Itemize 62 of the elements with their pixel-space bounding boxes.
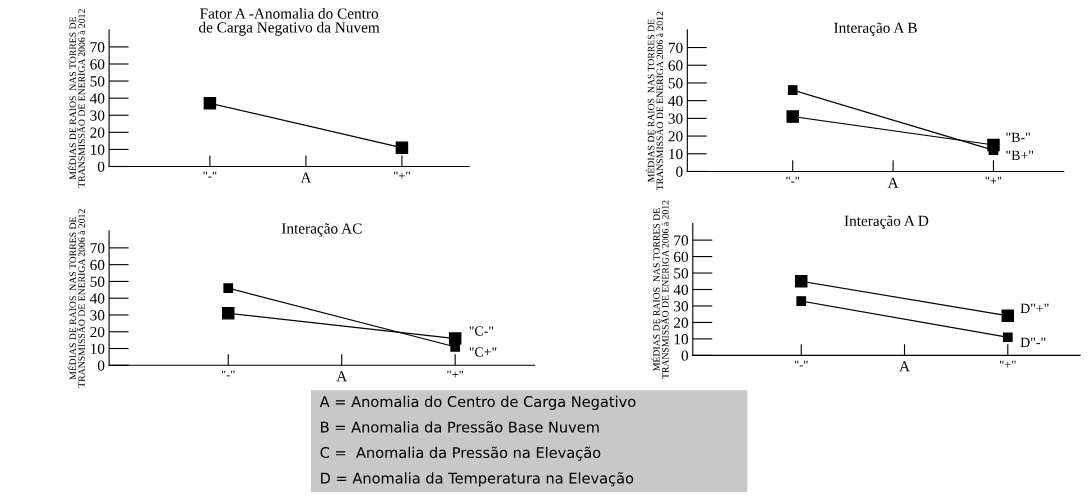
y-tick-label: 70 <box>90 243 105 254</box>
text: A = Anomalia do Centro de Carga Negativo <box>319 395 636 410</box>
y-tick-label: 0 <box>97 161 105 172</box>
chart-title: Fator A -Anomalia do Centro de Carga Negativo da Nuvem <box>199 7 380 36</box>
y-tick-label: 50 <box>668 78 683 89</box>
y-tick-label: 0 <box>676 166 683 177</box>
series-label: "C-" <box>469 326 494 336</box>
y-tick-label: 20 <box>674 317 689 328</box>
y-tick-label: 10 <box>91 343 105 354</box>
text: B = Anomalia da Pressão Base Nuvem <box>321 421 599 433</box>
x-tick-label: "-" <box>203 171 217 178</box>
x-tick-label: "-" <box>786 176 800 183</box>
chart-title: Interação AC <box>281 223 362 237</box>
y-tick-label: 20 <box>668 131 683 142</box>
y-tick-label: 10 <box>91 144 105 155</box>
y-tick-label: 50 <box>90 76 105 87</box>
text: D = Anomalia da Temperatura na Elevação <box>321 472 634 487</box>
y-tick-label: 20 <box>90 326 105 338</box>
y-tick-label: 40 <box>89 293 105 304</box>
y-tick-label: 30 <box>90 110 105 121</box>
y-tick-label: 70 <box>668 42 683 53</box>
y-axis-title: MÉDIAS DE RAIOS NAS TORRES DE TRANSMISSÃO DE ENERIGA 2006 à 2012 <box>67 209 85 388</box>
y-axis-title: MÉDIAS DE RAIOS NAS TORRES DE TRANSMISSÃO DE ENERIGA 2006 à 2012 <box>645 11 664 190</box>
y-tick-label: 40 <box>89 93 105 104</box>
series-label: D"-" <box>1020 337 1046 347</box>
y-tick-label: 60 <box>674 251 689 263</box>
y-tick-label: 50 <box>674 268 689 279</box>
y-tick-label: 50 <box>90 276 105 287</box>
y-tick-label: 30 <box>668 113 683 124</box>
x-tick-label: "-" <box>221 370 235 377</box>
x-tick-label: "+" <box>447 370 464 378</box>
y-tick-label: 10 <box>669 148 683 160</box>
x-tick-label: "-" <box>794 360 808 367</box>
x-tick-label: "+" <box>999 360 1016 368</box>
y-tick-label: 40 <box>668 95 683 107</box>
y-tick-label: 0 <box>681 350 689 361</box>
series-label: "B+" <box>1006 150 1034 160</box>
y-tick-label: 20 <box>90 127 105 138</box>
y-tick-label: 30 <box>674 301 689 312</box>
x-tick-label: "+" <box>394 171 410 179</box>
series-label: "C+" <box>469 347 497 357</box>
x-axis-title: A <box>899 361 910 372</box>
y-tick-label: 60 <box>90 59 105 70</box>
chart-title: Interação A D <box>844 215 929 230</box>
y-axis-title: MÉDIAS DE RAIOS NAS TORRES DE TRANSMISSÃO DE ENERIGA 2006 à 2012 <box>651 200 669 379</box>
chart-title: Interação A B <box>834 22 917 37</box>
x-axis-title: A <box>336 371 348 382</box>
x-axis-title: A <box>300 172 312 183</box>
y-tick-label: 70 <box>674 235 689 246</box>
y-tick-label: 40 <box>673 284 689 295</box>
x-tick-label: "+" <box>985 176 1002 184</box>
series-label: "B-" <box>1006 132 1030 142</box>
y-tick-label: 60 <box>90 259 105 271</box>
y-tick-label: 0 <box>97 360 105 371</box>
text: C = Anomalia da Pressão na Elevação <box>320 446 601 461</box>
y-tick-label: 10 <box>674 334 689 345</box>
y-tick-label: 60 <box>668 60 683 71</box>
y-tick-label: 70 <box>90 42 105 53</box>
x-axis-title: A <box>887 177 899 188</box>
y-axis-title: MÉDIAS DE RAIOS NAS TORRES DE TRANSMISSÃO DE ENERIGA 2006 à 2012 <box>67 9 85 188</box>
series-label: D"+" <box>1020 303 1049 313</box>
y-tick-label: 30 <box>90 310 105 321</box>
